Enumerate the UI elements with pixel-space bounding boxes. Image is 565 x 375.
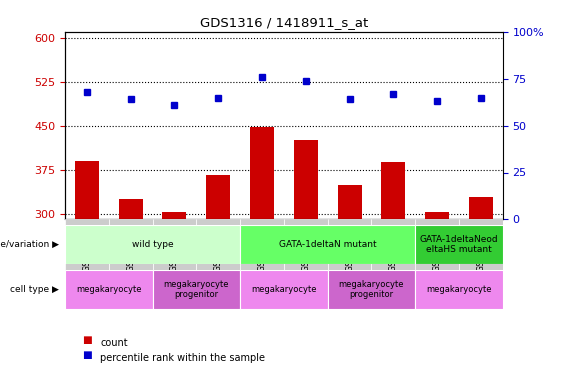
FancyBboxPatch shape bbox=[153, 219, 197, 294]
Text: count: count bbox=[100, 338, 128, 348]
FancyBboxPatch shape bbox=[415, 270, 503, 309]
Text: megakaryocyte: megakaryocyte bbox=[427, 285, 492, 294]
Text: genotype/variation ▶: genotype/variation ▶ bbox=[0, 240, 59, 249]
Text: GSM45791: GSM45791 bbox=[214, 223, 223, 272]
Bar bbox=[337, 185, 362, 219]
FancyBboxPatch shape bbox=[459, 219, 503, 294]
Text: megakaryocyte: megakaryocyte bbox=[76, 285, 141, 294]
Title: GDS1316 / 1418911_s_at: GDS1316 / 1418911_s_at bbox=[200, 16, 368, 29]
FancyBboxPatch shape bbox=[284, 219, 328, 294]
Text: GSM45788: GSM45788 bbox=[258, 223, 267, 272]
Bar bbox=[425, 212, 449, 219]
Bar bbox=[250, 128, 274, 219]
Text: wild type: wild type bbox=[132, 240, 173, 249]
Text: GSM45786: GSM45786 bbox=[82, 223, 92, 272]
FancyBboxPatch shape bbox=[415, 219, 459, 294]
Text: GSM45795: GSM45795 bbox=[476, 223, 485, 272]
FancyBboxPatch shape bbox=[328, 219, 372, 294]
Text: GSM45789: GSM45789 bbox=[301, 223, 310, 272]
Text: GSM45793: GSM45793 bbox=[389, 223, 398, 272]
Text: GSM45794: GSM45794 bbox=[433, 223, 442, 272]
Bar bbox=[381, 162, 406, 219]
FancyBboxPatch shape bbox=[108, 219, 153, 294]
Text: cell type ▶: cell type ▶ bbox=[10, 285, 59, 294]
Text: GATA-1deltaN mutant: GATA-1deltaN mutant bbox=[279, 240, 376, 249]
Bar bbox=[469, 197, 493, 219]
FancyBboxPatch shape bbox=[197, 219, 240, 294]
FancyBboxPatch shape bbox=[415, 225, 503, 264]
Text: GSM45787: GSM45787 bbox=[126, 223, 135, 272]
FancyBboxPatch shape bbox=[240, 219, 284, 294]
FancyBboxPatch shape bbox=[65, 225, 240, 264]
Bar bbox=[75, 161, 99, 219]
Bar bbox=[162, 212, 186, 219]
Bar bbox=[119, 199, 143, 219]
Text: GSM45790: GSM45790 bbox=[170, 223, 179, 272]
FancyBboxPatch shape bbox=[153, 270, 240, 309]
Bar bbox=[294, 140, 318, 219]
Text: megakaryocyte: megakaryocyte bbox=[251, 285, 316, 294]
Bar bbox=[206, 176, 231, 219]
FancyBboxPatch shape bbox=[372, 219, 415, 294]
Text: GATA-1deltaNeod
eltaHS mutant: GATA-1deltaNeod eltaHS mutant bbox=[420, 235, 498, 254]
FancyBboxPatch shape bbox=[65, 219, 108, 294]
FancyBboxPatch shape bbox=[240, 225, 415, 264]
Text: ■: ■ bbox=[82, 335, 92, 345]
Text: percentile rank within the sample: percentile rank within the sample bbox=[100, 353, 265, 363]
Text: megakaryocyte
progenitor: megakaryocyte progenitor bbox=[339, 280, 404, 299]
FancyBboxPatch shape bbox=[328, 270, 415, 309]
Text: GSM45792: GSM45792 bbox=[345, 223, 354, 272]
FancyBboxPatch shape bbox=[240, 270, 328, 309]
Text: ■: ■ bbox=[82, 350, 92, 360]
FancyBboxPatch shape bbox=[65, 270, 153, 309]
Text: megakaryocyte
progenitor: megakaryocyte progenitor bbox=[164, 280, 229, 299]
